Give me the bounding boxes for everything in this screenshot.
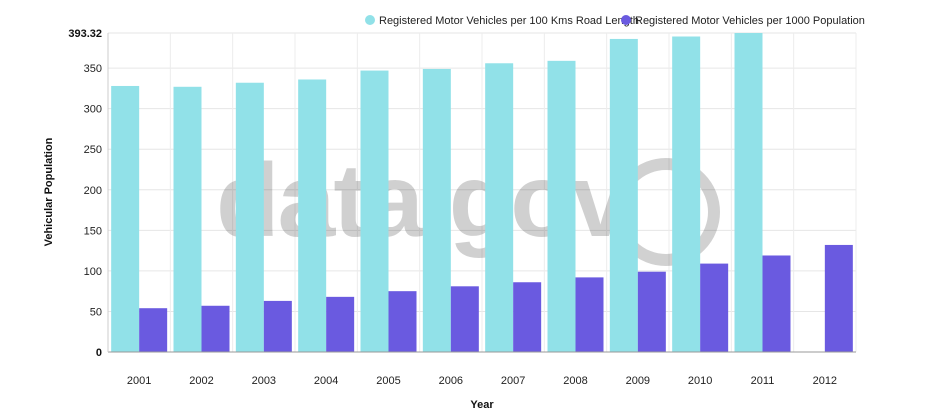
bar-population-2001: [139, 308, 168, 352]
y-tick-label: 100: [84, 266, 102, 278]
legend-marker-icon: [621, 15, 631, 25]
bar-population-2002: [201, 305, 230, 352]
bar-population-2008: [575, 277, 604, 352]
bar-road-length-2001: [111, 85, 140, 353]
y-tick-label: 0: [96, 347, 102, 359]
x-tick-label: 2006: [439, 375, 463, 387]
axes: 0 50 100 150 200 250 300 350 393.32 2001 2002 2003 2…: [68, 28, 856, 387]
bar-road-length-2007: [485, 63, 514, 352]
bar-road-length-2010: [672, 36, 701, 352]
bar-population-2004: [326, 296, 355, 352]
x-tick-label: 2011: [751, 375, 775, 387]
legend-label: Registered Motor Vehicles per 100 Kms Ro…: [379, 15, 639, 27]
legend[interactable]: Registered Motor Vehicles per 100 Kms Ro…: [365, 15, 865, 27]
y-tick-label: 250: [84, 144, 102, 156]
bar-population-2009: [637, 271, 666, 352]
x-tick-label: 2012: [813, 375, 837, 387]
y-tick-label: 150: [84, 225, 102, 237]
y-tick-label: 350: [84, 63, 102, 75]
bar-road-length-2003: [235, 82, 264, 352]
legend-marker-icon: [365, 15, 375, 25]
bar-population-2011: [762, 255, 791, 352]
y-tick-label: 50: [90, 306, 102, 318]
y-axis-title: Vehicular Population: [43, 137, 55, 246]
bar-road-length-2002: [173, 86, 202, 353]
bar-population-2005: [388, 291, 417, 352]
x-tick-label: 2003: [252, 375, 276, 387]
bar-road-length-2009: [609, 38, 638, 353]
y-tick-label: 300: [84, 104, 102, 116]
bar-road-length-2006: [422, 68, 451, 352]
bar-population-2003: [263, 300, 292, 352]
bar-population-2007: [513, 282, 542, 352]
bar-road-length-2008: [547, 60, 576, 352]
x-tick-label: 2005: [376, 375, 400, 387]
x-tick-label: 2002: [189, 375, 213, 387]
legend-item-road-length[interactable]: Registered Motor Vehicles per 100 Kms Ro…: [365, 15, 639, 27]
legend-item-population[interactable]: Registered Motor Vehicles per 1000 Popul…: [621, 15, 865, 27]
bars: [111, 33, 853, 353]
watermark: data.gov: [216, 143, 720, 266]
bar-road-length-2004: [298, 79, 327, 352]
x-tick-label: 2004: [314, 375, 338, 387]
bar-population-2006: [450, 286, 479, 352]
y-tick-label: 200: [84, 185, 102, 197]
bar-road-length-2011: [734, 33, 763, 352]
legend-label: Registered Motor Vehicles per 1000 Popul…: [635, 15, 865, 27]
x-tick-label: 2009: [626, 375, 650, 387]
x-axis-title: Year: [470, 399, 494, 411]
y-tick-label: 393.32: [68, 28, 102, 40]
bar-population-2010: [700, 263, 729, 352]
x-tick-label: 2001: [127, 375, 151, 387]
grid-lines: [107, 32, 857, 352]
x-tick-label: 2007: [501, 375, 525, 387]
x-tick-label: 2008: [563, 375, 587, 387]
bar-population-2012: [824, 244, 853, 352]
bar-road-length-2005: [360, 70, 389, 353]
x-tick-label: 2010: [688, 375, 712, 387]
